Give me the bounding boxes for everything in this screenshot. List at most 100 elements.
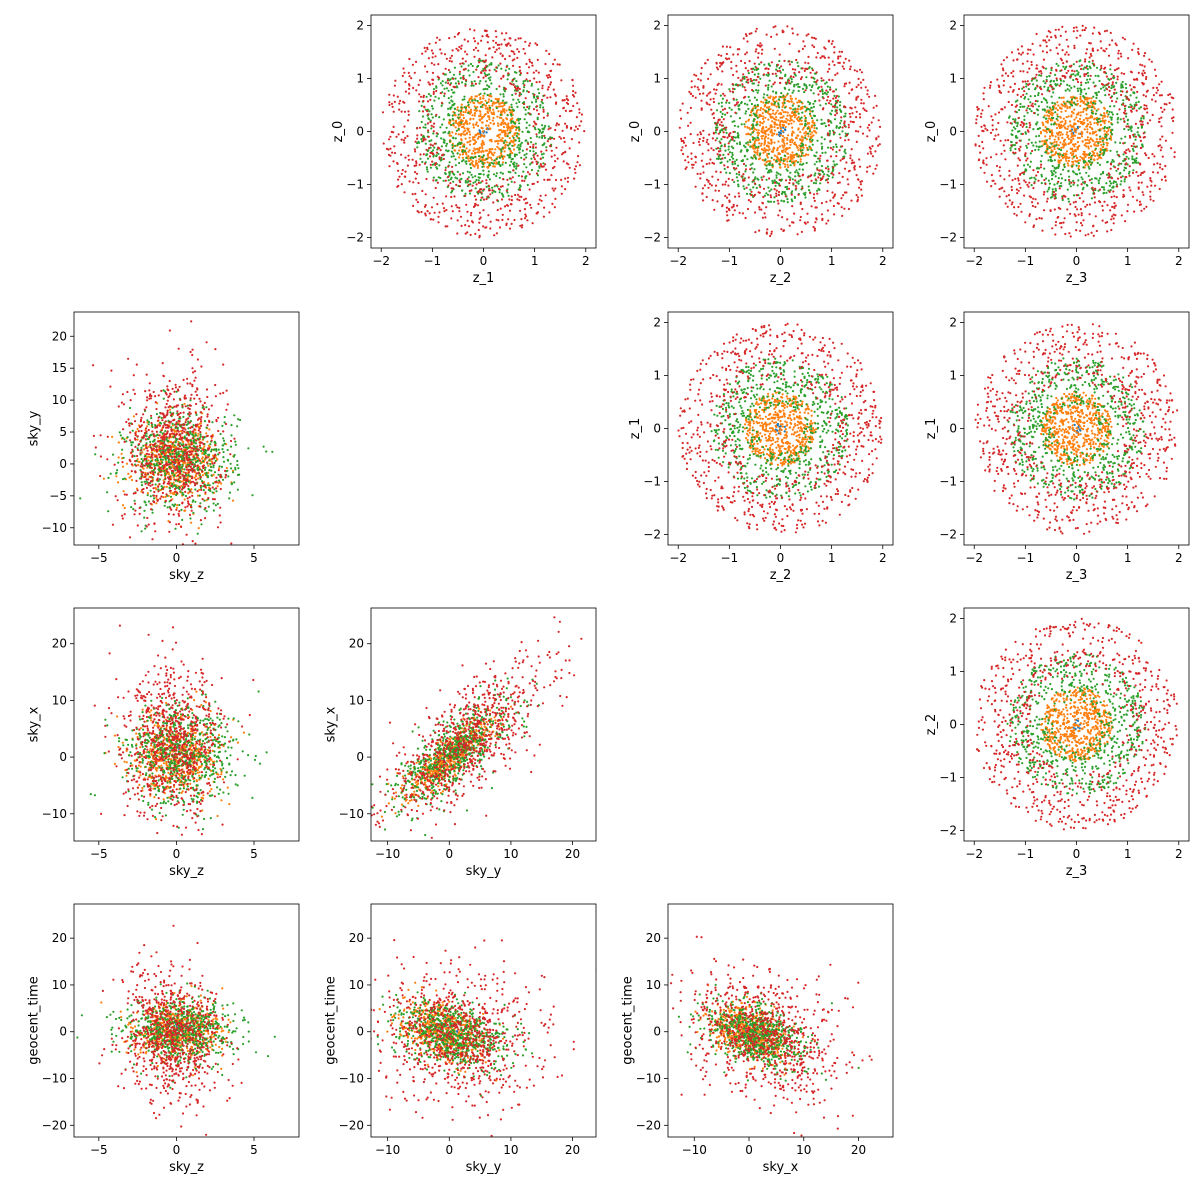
data-point xyxy=(1086,123,1089,126)
data-point xyxy=(1053,138,1056,141)
data-point xyxy=(834,143,838,146)
data-point xyxy=(771,150,774,153)
data-point xyxy=(872,106,875,109)
data-point xyxy=(550,174,553,177)
data-point xyxy=(1030,141,1033,144)
data-point xyxy=(798,85,801,89)
data-point xyxy=(525,148,529,151)
data-point xyxy=(412,86,415,90)
data-point xyxy=(1066,162,1069,165)
data-point xyxy=(541,156,545,159)
data-point xyxy=(788,88,791,91)
data-point xyxy=(1127,157,1130,160)
data-point xyxy=(1099,120,1102,123)
data-point xyxy=(830,172,834,175)
data-point xyxy=(466,170,469,173)
data-point xyxy=(1121,80,1124,84)
data-point xyxy=(755,186,758,189)
data-point xyxy=(723,107,727,110)
data-point xyxy=(745,34,748,38)
data-point xyxy=(451,210,454,213)
data-point xyxy=(722,92,725,95)
data-point xyxy=(866,166,869,169)
data-point xyxy=(815,71,818,74)
data-point xyxy=(777,131,781,134)
data-point xyxy=(472,157,475,160)
data-point xyxy=(767,118,770,121)
data-point xyxy=(707,143,710,146)
data-point xyxy=(408,84,411,87)
data-point xyxy=(788,178,792,181)
data-point xyxy=(1109,105,1112,108)
data-point xyxy=(486,161,489,164)
data-point xyxy=(534,146,538,149)
data-point xyxy=(750,193,753,197)
data-point xyxy=(476,65,479,68)
data-point xyxy=(512,136,515,139)
data-point xyxy=(441,80,444,83)
data-point xyxy=(407,158,410,161)
data-point xyxy=(503,141,506,144)
data-point xyxy=(855,98,858,101)
data-point xyxy=(452,122,455,125)
data-point xyxy=(524,40,527,43)
data-point xyxy=(1122,153,1125,156)
data-point xyxy=(501,146,504,149)
data-point xyxy=(484,69,487,72)
data-point xyxy=(767,96,770,99)
data-point xyxy=(742,37,745,40)
data-point xyxy=(469,180,472,183)
data-point xyxy=(820,164,824,168)
data-point xyxy=(500,67,503,70)
data-point xyxy=(765,154,769,157)
data-point xyxy=(1071,165,1074,168)
data-point xyxy=(689,106,693,109)
data-point xyxy=(491,112,494,116)
data-point xyxy=(821,92,825,95)
data-point xyxy=(539,157,542,160)
data-point xyxy=(840,50,844,54)
data-point xyxy=(1067,125,1070,128)
data-point xyxy=(699,177,702,180)
data-point xyxy=(781,116,784,119)
data-point xyxy=(855,110,858,113)
data-point xyxy=(785,94,788,97)
data-point xyxy=(406,164,409,167)
data-point xyxy=(782,94,785,98)
data-point xyxy=(1022,172,1025,176)
data-point xyxy=(778,184,782,187)
data-point xyxy=(748,60,751,63)
data-point xyxy=(512,148,516,151)
data-point xyxy=(459,77,462,80)
data-point xyxy=(1027,98,1030,101)
data-point xyxy=(528,124,531,127)
data-point xyxy=(477,148,480,151)
data-point xyxy=(751,162,754,165)
data-point xyxy=(843,167,847,170)
data-point xyxy=(725,210,728,213)
data-point xyxy=(839,100,842,104)
data-point xyxy=(432,132,435,135)
data-point xyxy=(421,115,425,118)
data-point xyxy=(762,101,765,104)
data-point xyxy=(747,107,750,110)
data-point xyxy=(767,86,770,89)
data-point xyxy=(522,106,526,109)
data-point xyxy=(700,159,703,162)
data-point xyxy=(779,134,782,137)
data-point xyxy=(540,150,543,153)
data-point xyxy=(800,154,803,157)
data-point xyxy=(527,107,531,110)
data-point xyxy=(799,201,802,204)
data-point xyxy=(693,73,696,76)
data-point xyxy=(510,180,513,183)
data-point xyxy=(787,134,790,137)
data-point xyxy=(860,86,863,89)
data-point xyxy=(786,218,789,221)
data-point xyxy=(756,103,759,107)
data-point xyxy=(767,137,770,140)
data-point xyxy=(726,166,729,169)
data-point xyxy=(781,109,784,112)
data-point xyxy=(524,97,527,100)
data-point xyxy=(461,98,464,101)
